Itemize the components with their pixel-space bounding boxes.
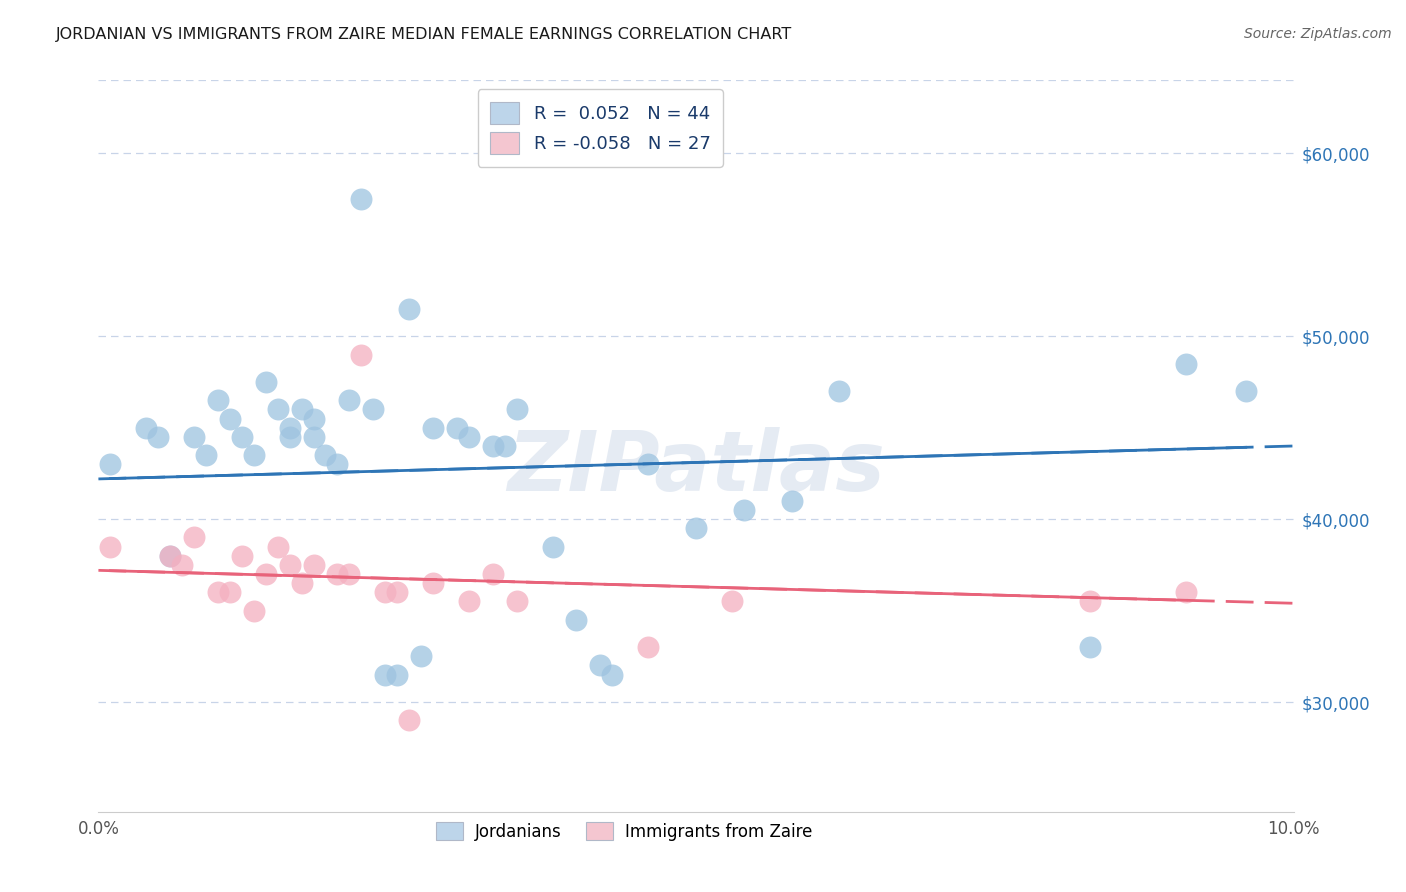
Text: Source: ZipAtlas.com: Source: ZipAtlas.com xyxy=(1244,27,1392,41)
Point xyxy=(339,567,361,582)
Point xyxy=(219,585,242,599)
Point xyxy=(231,549,253,563)
Point xyxy=(541,540,564,554)
Point xyxy=(302,430,325,444)
Point xyxy=(565,613,588,627)
Point xyxy=(98,457,122,471)
Point xyxy=(302,558,325,572)
Point xyxy=(494,439,516,453)
Point xyxy=(411,649,433,664)
Point xyxy=(339,393,361,408)
Point xyxy=(172,558,194,572)
Point xyxy=(254,567,277,582)
Point xyxy=(207,393,229,408)
Point xyxy=(278,420,301,434)
Point xyxy=(506,594,529,608)
Point xyxy=(385,585,409,599)
Point xyxy=(315,448,337,462)
Point xyxy=(243,603,266,617)
Point xyxy=(291,402,314,417)
Point xyxy=(685,521,707,535)
Point xyxy=(98,540,122,554)
Point xyxy=(1080,594,1102,608)
Point xyxy=(350,347,373,362)
Point xyxy=(159,549,181,563)
Point xyxy=(267,402,290,417)
Point xyxy=(398,714,420,728)
Point xyxy=(278,430,301,444)
Point xyxy=(506,402,529,417)
Point xyxy=(363,402,385,417)
Point xyxy=(1234,384,1257,398)
Point xyxy=(231,430,253,444)
Point xyxy=(207,585,229,599)
Point xyxy=(637,457,659,471)
Point xyxy=(183,530,205,544)
Point xyxy=(482,439,505,453)
Text: JORDANIAN VS IMMIGRANTS FROM ZAIRE MEDIAN FEMALE EARNINGS CORRELATION CHART: JORDANIAN VS IMMIGRANTS FROM ZAIRE MEDIA… xyxy=(56,27,793,42)
Point xyxy=(326,457,349,471)
Point xyxy=(267,540,290,554)
Text: ZIPatlas: ZIPatlas xyxy=(508,427,884,508)
Point xyxy=(482,567,505,582)
Point xyxy=(291,576,314,591)
Point xyxy=(602,667,624,681)
Point xyxy=(374,667,396,681)
Point xyxy=(446,420,468,434)
Point xyxy=(458,594,481,608)
Point xyxy=(780,493,803,508)
Point xyxy=(326,567,349,582)
Point xyxy=(637,640,659,655)
Point xyxy=(398,301,420,316)
Point xyxy=(254,375,277,389)
Legend: Jordanians, Immigrants from Zaire: Jordanians, Immigrants from Zaire xyxy=(430,815,818,847)
Point xyxy=(243,448,266,462)
Point xyxy=(733,503,755,517)
Point xyxy=(350,192,373,206)
Point xyxy=(183,430,205,444)
Point xyxy=(721,594,744,608)
Point xyxy=(422,576,444,591)
Point xyxy=(422,420,444,434)
Point xyxy=(148,430,170,444)
Point xyxy=(302,411,325,425)
Point xyxy=(1080,640,1102,655)
Point xyxy=(159,549,181,563)
Point xyxy=(135,420,157,434)
Point xyxy=(195,448,218,462)
Point xyxy=(219,411,242,425)
Point xyxy=(278,558,301,572)
Point xyxy=(589,658,612,673)
Point xyxy=(828,384,851,398)
Point xyxy=(458,430,481,444)
Point xyxy=(385,667,409,681)
Point xyxy=(1175,357,1198,371)
Point xyxy=(1175,585,1198,599)
Point xyxy=(374,585,396,599)
